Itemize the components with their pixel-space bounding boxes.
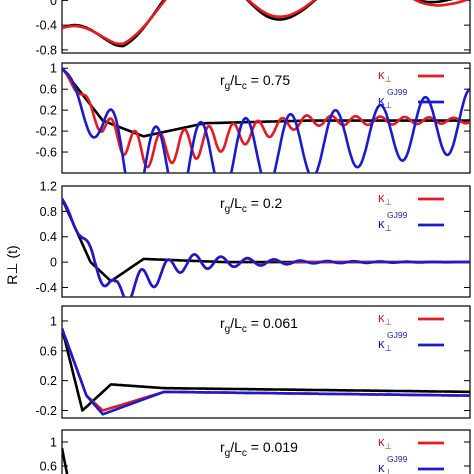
panel-annotation: rg/Lc = 0.75 [220,72,290,92]
series-line-red [62,198,470,297]
panel-p3: 10.60.2-0.2rg/Lc = 0.061 κ⊥κ⊥GJ99 [35,305,471,419]
panel-annotation: rg/Lc = 0.061 [220,315,298,335]
panel-annotation: rg/Lc = 0.2 [220,195,283,215]
series-line-black [62,0,454,48]
legend-label: κ⊥ [378,460,393,474]
panel-frame [61,0,471,54]
panel-p4: 10.6rg/Lc = 0.019 κ⊥κ⊥GJ99 [40,429,471,474]
legend-label: κ⊥ [378,216,393,233]
series-line-blue [62,67,470,173]
y-tick-label: 0.4 [40,230,57,244]
series-group [62,67,470,173]
y-tick-label: 1 [50,314,57,328]
legend-label: κ⊥ [378,190,393,207]
panel-p2: 1.20.80.40-0.4rg/Lc = 0.2 κ⊥κ⊥GJ99 [35,180,471,298]
legend-label: κ⊥ [378,336,393,353]
y-tick-label: 0.2 [40,104,57,118]
legend-sup: GJ99 [387,454,408,464]
y-tick-label: 0.2 [40,374,57,388]
y-tick-label: 0.8 [40,205,57,219]
panel-p0: 0 -0.4 -0.8 [35,0,471,57]
y-tick-label: -0.4 [35,281,57,295]
panel-frame [61,185,471,298]
legend-label: κ⊥ [378,434,393,451]
legend-label: κ⊥ [378,93,393,110]
y-tick-label: 0 [50,0,57,8]
legend-sup: GJ99 [387,330,408,340]
legend-label: κ⊥ [378,310,393,327]
y-tick-label: 0.6 [40,83,57,97]
y-tick-label: -0.2 [35,125,57,139]
y-tick-label: 0.6 [40,344,57,358]
panel-p1: 10.60.2-0.2-0.6rg/Lc = 0.75 κ⊥κ⊥GJ99 [35,62,471,174]
series-line-red [62,327,470,412]
series-line-red [62,0,470,46]
series-line-blue [62,198,470,297]
y-tick-label: 1 [50,436,57,450]
panels: 0 -0.4 -0.8 1 0.6 0.2 -0.2 -0.6 rg/Lc = 0.75 κ⊥ κ⊥… [35,0,471,474]
legend-sup: GJ99 [387,87,408,97]
y-tick-label: -0.6 [35,146,57,160]
y-tick-label: 0 [50,256,57,270]
legend-label: κ⊥ [378,67,393,84]
y-tick-label: -0.8 [35,43,57,57]
panel-frame [61,429,471,474]
series-line-black [62,198,470,283]
y-tick-label: -0.2 [35,404,57,418]
y-tick-label: 1.2 [40,180,57,194]
panel-frame [61,62,471,174]
y-tick-label: 1 [50,62,57,76]
series-group [62,198,470,297]
series-line-blue [62,327,470,416]
panel-annotation: rg/Lc = 0.019 [220,439,298,459]
y-axis-label-main: R⊥ (t) [4,245,20,284]
series-group [62,327,470,416]
y-axis-label: R⊥ (t) [4,245,20,284]
y-tick-label: -0.4 [35,19,57,33]
series-group [62,0,470,48]
series-line-black [62,328,470,412]
series-line-red [62,67,470,169]
panel-frame [61,305,471,419]
legend-sup: GJ99 [387,210,408,220]
y-tick-label: 0.6 [40,460,57,474]
series-line-black [62,67,470,138]
